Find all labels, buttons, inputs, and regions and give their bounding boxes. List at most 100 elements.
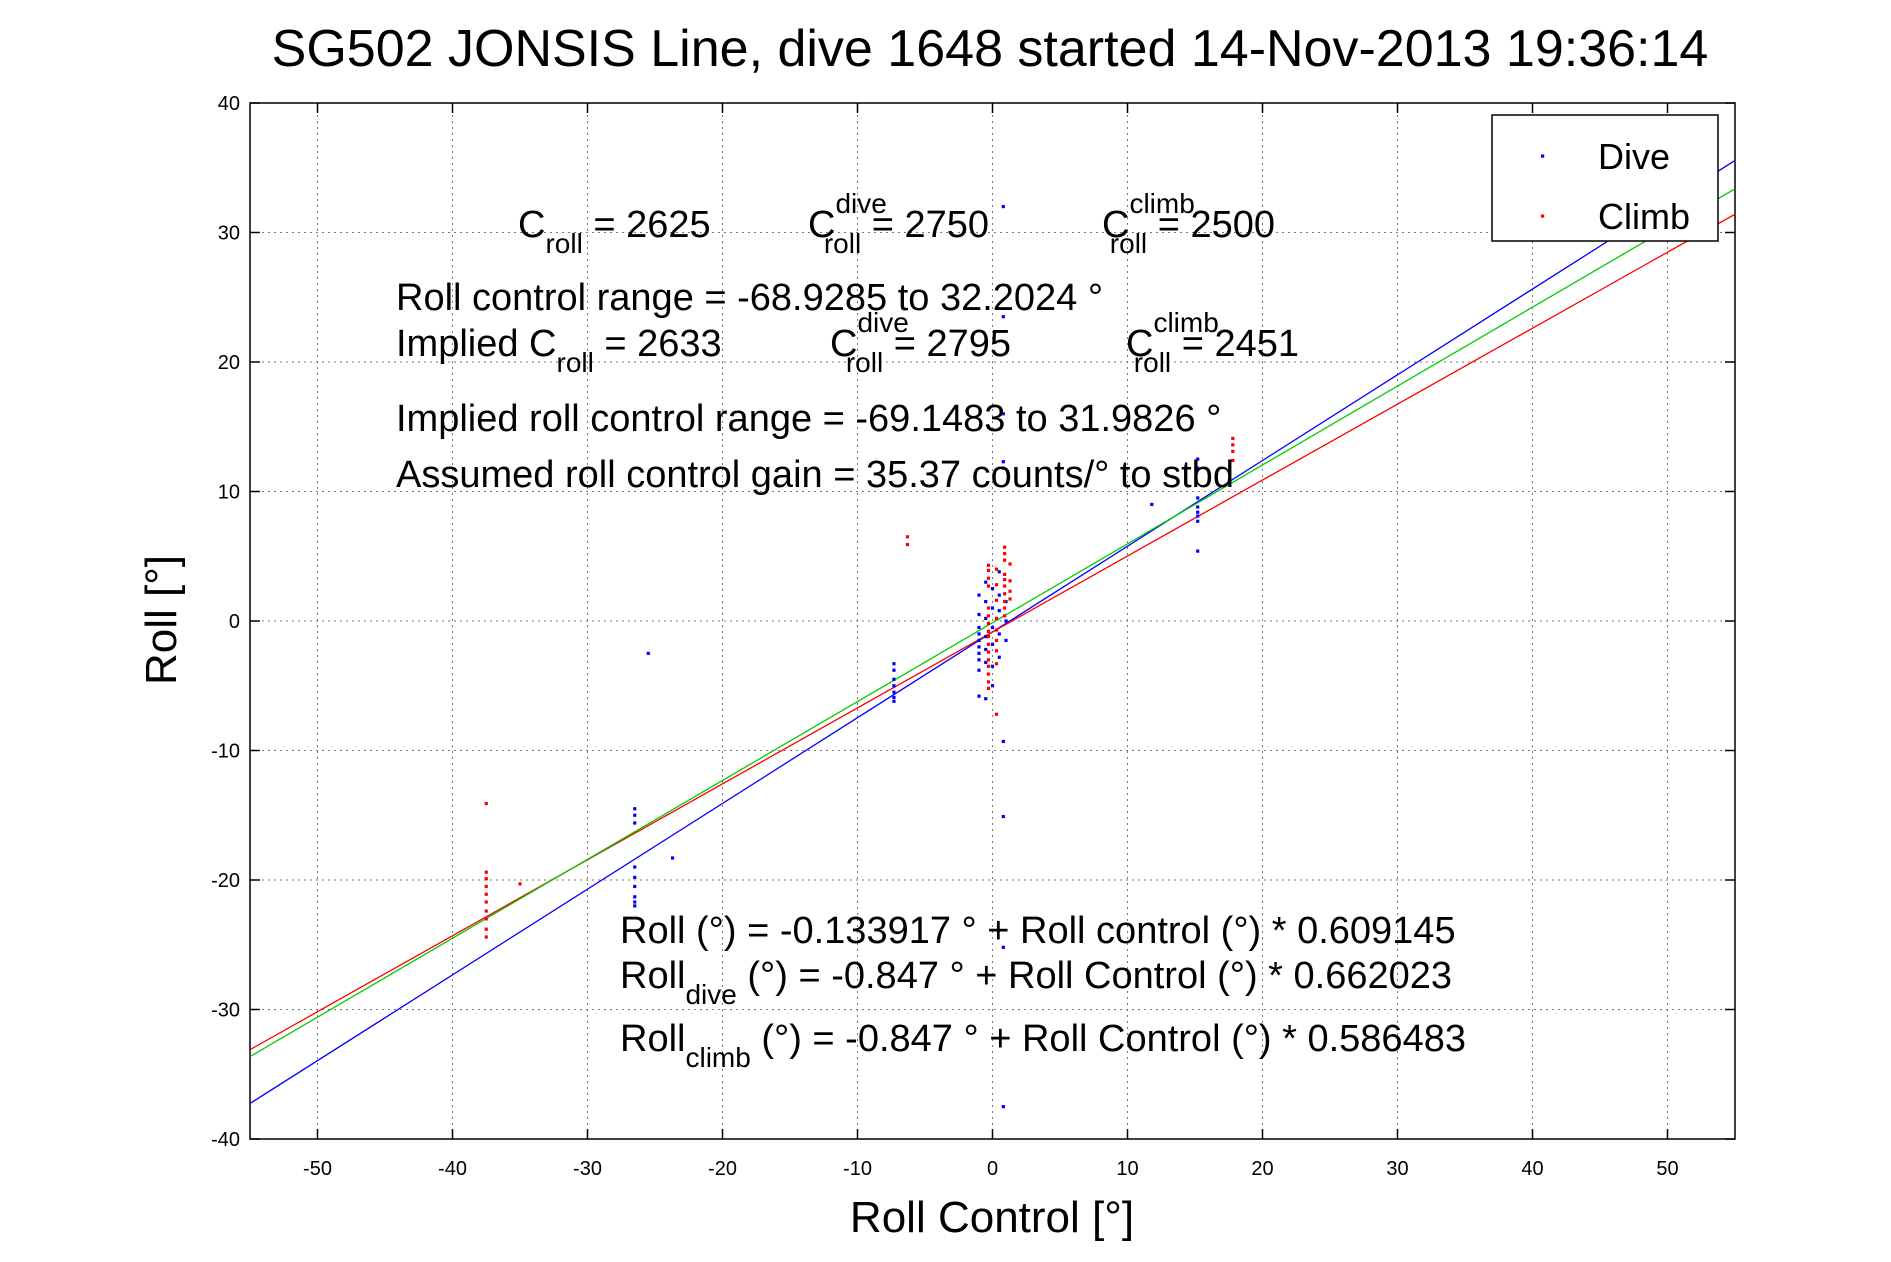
dive-point — [1001, 412, 1005, 416]
annotation-subscript: roll — [557, 347, 594, 378]
climb-point — [1003, 558, 1007, 562]
data-points — [484, 205, 1235, 1109]
dive-point — [984, 660, 988, 665]
y-tick-label: -40 — [211, 1129, 240, 1151]
dive-point — [977, 651, 981, 655]
climb-point — [986, 664, 991, 668]
x-tick-label: 40 — [1521, 1158, 1543, 1180]
y-tick-label: 30 — [218, 223, 240, 245]
climb-point — [484, 877, 488, 881]
annotation-base: Roll — [620, 955, 685, 997]
dive-point — [1004, 638, 1008, 643]
climb-point — [1003, 552, 1007, 556]
dive-point — [1001, 814, 1005, 819]
dive-point — [1001, 739, 1005, 744]
annotation-text: Croll = 2625 — [518, 204, 711, 259]
dive-point — [1196, 457, 1200, 461]
climb-point — [1231, 458, 1235, 463]
annotation-base: C — [808, 204, 835, 246]
annotation-subscript: roll — [846, 347, 883, 378]
dive-point — [1001, 315, 1005, 319]
climb-point — [994, 567, 999, 571]
dive-point — [1004, 619, 1008, 623]
climb-point — [1008, 589, 1012, 593]
annotation-value: = 2451 — [1171, 323, 1299, 365]
x-tick-label: -10 — [843, 1158, 872, 1180]
annotation-subscript: roll — [1110, 228, 1147, 259]
dive-point — [646, 651, 650, 655]
dive-point — [670, 856, 675, 860]
annotation-value: = 2795 — [883, 323, 1011, 365]
annotation-value: = 2500 — [1147, 204, 1275, 246]
climb-point — [986, 629, 991, 633]
annotation-superscript: climb — [1129, 188, 1194, 219]
annotation-value: = 2625 — [583, 204, 711, 246]
annotation-base: C — [1102, 204, 1129, 246]
climb-point — [1231, 443, 1235, 447]
climb-point — [484, 909, 488, 913]
annotation-base: C — [518, 204, 545, 246]
fit-line — [250, 188, 1735, 1058]
climb-point — [1008, 579, 1012, 583]
dive-point — [990, 684, 995, 688]
climb-point — [986, 658, 991, 662]
climb-point — [986, 584, 991, 588]
annotation-value: (°) = -0.847 ° + Roll Control (°) * 0.58… — [751, 1018, 1466, 1060]
dive-point — [1001, 1105, 1005, 1109]
dive-point — [1196, 514, 1200, 518]
annotations: Croll = 2625 Cdive roll = 2750 Cclimb roll =… — [396, 188, 1466, 1073]
x-tick-label: -30 — [573, 1158, 602, 1180]
dive-point — [1001, 466, 1005, 470]
climb-point — [986, 680, 991, 684]
annotation-text: Rolldive (°) = -0.847 ° + Roll Control (… — [620, 955, 1452, 1010]
dive-point — [997, 632, 1001, 636]
annotation-subscript: roll — [1134, 347, 1171, 378]
climb-point — [1008, 597, 1012, 601]
climb-point — [994, 583, 999, 587]
climb-point — [484, 892, 488, 896]
y-tick-label: -20 — [211, 870, 240, 892]
climb-point — [994, 712, 999, 716]
dive-point — [1196, 510, 1200, 514]
x-tick-label: 50 — [1656, 1158, 1678, 1180]
dive-point — [997, 655, 1001, 659]
dive-point — [984, 634, 988, 639]
dive-point — [990, 606, 995, 610]
dive-point — [977, 612, 981, 617]
dive-point — [892, 695, 896, 700]
climb-point — [1003, 584, 1007, 588]
y-axis-label: Roll [°] — [137, 555, 186, 685]
annotation-text: Cdive roll = 2795 — [830, 307, 1011, 378]
y-tick-label: 0 — [229, 611, 240, 633]
y-tick-label: 20 — [218, 352, 240, 374]
dive-point — [977, 645, 981, 649]
climb-point — [986, 568, 991, 573]
annotation-subscript: roll — [545, 228, 582, 259]
annotation-value: (°) = -0.847 ° + Roll Control (°) * 0.66… — [737, 955, 1452, 997]
annotation-text: Assumed roll control gain = 35.37 counts… — [396, 454, 1234, 496]
dive-point — [990, 587, 995, 591]
annotation-text: Cclimb roll = 2500 — [1102, 188, 1275, 259]
annotation-value: = 2633 — [594, 323, 722, 365]
climb-point — [1003, 572, 1007, 576]
climb-point — [484, 900, 488, 904]
dive-point — [997, 609, 1001, 613]
legend-label: Climb — [1598, 196, 1690, 237]
climb-point — [986, 563, 991, 567]
climb-point — [994, 598, 999, 602]
climb-point — [986, 576, 991, 580]
dive-point — [984, 599, 988, 604]
dive-point — [633, 813, 637, 817]
dive-point — [977, 593, 981, 597]
climb-point — [905, 542, 910, 547]
dive-point — [990, 642, 995, 646]
y-tick-label: 40 — [218, 93, 240, 115]
climb-point — [994, 638, 999, 643]
x-tick-label: 30 — [1386, 1158, 1408, 1180]
dive-point — [977, 632, 981, 636]
climb-point — [484, 935, 488, 939]
dive-point — [1196, 549, 1200, 553]
dive-point — [1001, 945, 1005, 949]
legend: Dive Climb — [1491, 114, 1719, 242]
dive-point — [633, 884, 637, 889]
